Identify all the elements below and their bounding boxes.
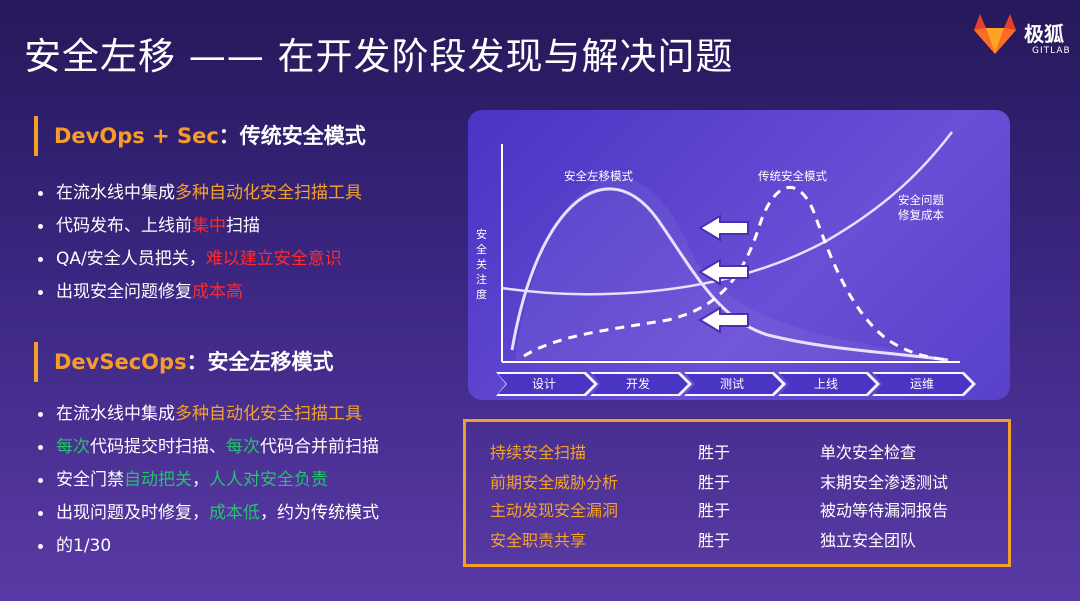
phase-label: 设计 — [532, 377, 556, 391]
cell-relation: 胜于 — [698, 443, 731, 462]
section-heading-orange: DevOps + Sec — [54, 124, 219, 148]
cell-traditional: 独立安全团队 — [820, 531, 917, 550]
phase-chevron-inner — [498, 374, 594, 394]
list-item: 出现问题及时修复，成本低，约为传统模式 — [34, 497, 434, 530]
list-item: 每次代码提交时扫描、每次代码合并前扫描 — [34, 431, 434, 464]
cell-traditional: 单次安全检查 — [820, 443, 917, 462]
section-heading-devops-sec: DevOps + Sec：传统安全模式 — [34, 116, 366, 156]
list-item: 在流水线中集成多种自动化安全扫描工具 — [34, 177, 434, 210]
list-item: QA/安全人员把关，难以建立安全意识 — [34, 243, 434, 276]
list-item: 在流水线中集成多种自动化安全扫描工具 — [34, 398, 434, 431]
svg-text:安: 安 — [476, 227, 487, 241]
cell-preferred: 前期安全威胁分析 — [490, 473, 619, 492]
bullet-list-traditional: 在流水线中集成多种自动化安全扫描工具 代码发布、上线前集中扫描 QA/安全人员把… — [34, 177, 434, 309]
svg-text:关: 关 — [476, 257, 487, 271]
section-heading-white: ：安全左移模式 — [186, 350, 334, 374]
section-heading-orange: DevSecOps — [54, 350, 187, 374]
cell-traditional: 被动等待漏洞报告 — [820, 501, 949, 520]
phase-chevron-inner — [874, 374, 972, 394]
cost-curve — [501, 131, 953, 296]
section-heading-devsecops: DevSecOps：安全左移模式 — [34, 342, 334, 382]
comparison-table: 持续安全扫描 胜于 单次安全检查 前期安全威胁分析 胜于 末期安全渗透测试 主动… — [463, 419, 1011, 567]
cell-preferred: 安全职责共享 — [490, 531, 587, 550]
label-cost-1: 安全问题 — [898, 193, 944, 207]
cell-relation: 胜于 — [698, 531, 731, 550]
cell-preferred: 主动发现安全漏洞 — [490, 501, 619, 520]
traditional-curve — [523, 186, 949, 362]
list-item: 出现安全问题修复成本高 — [34, 276, 434, 309]
page-title: 安全左移 —— 在开发阶段发现与解决问题 — [24, 35, 734, 78]
phase-chevron-inner — [686, 374, 782, 394]
label-traditional: 传统安全模式 — [758, 169, 827, 183]
logo-brand: 极狐 — [1024, 22, 1064, 46]
logo: 极狐 GITLAB — [972, 12, 1072, 60]
svg-text:全: 全 — [476, 242, 487, 256]
cell-relation: 胜于 — [698, 473, 731, 492]
cell-relation: 胜于 — [698, 501, 731, 520]
phase-label: 运维 — [910, 377, 934, 391]
cell-traditional: 末期安全渗透测试 — [820, 473, 949, 492]
cell-preferred: 持续安全扫描 — [490, 443, 587, 462]
phase-label: 上线 — [814, 377, 838, 391]
logo-sub: GITLAB — [1032, 46, 1071, 56]
shift-left-diagram: 安 全 关 注 度 安全左移模式 传统安全模式 安全问题 修复成本 — [468, 110, 1010, 400]
label-shift-left: 安全左移模式 — [564, 169, 633, 183]
section-heading-white: ：传统安全模式 — [218, 124, 366, 148]
table-row: 前期安全威胁分析 胜于 末期安全渗透测试 — [466, 468, 1008, 498]
shift-left-curve — [510, 187, 949, 362]
fox-logo-icon — [974, 14, 1016, 54]
bullet-list-shift-left: 在流水线中集成多种自动化安全扫描工具 每次代码提交时扫描、每次代码合并前扫描 安… — [34, 398, 434, 563]
y-axis-label: 安 全 关 注 度 — [476, 227, 487, 301]
list-item-continuation: 的1/30 — [34, 530, 434, 563]
curve-area-fill — [516, 177, 938, 360]
list-item: 安全门禁自动把关，人人对安全负责 — [34, 464, 434, 497]
table-row: 持续安全扫描 胜于 单次安全检查 — [466, 438, 1008, 468]
table-row: 主动发现安全漏洞 胜于 被动等待漏洞报告 — [466, 496, 1008, 526]
phase-label: 开发 — [626, 376, 650, 391]
arrow-left-icon — [698, 258, 749, 286]
arrow-left-icon — [698, 214, 749, 242]
diagram-svg: 安 全 关 注 度 安全左移模式 传统安全模式 安全问题 修复成本 — [476, 131, 976, 396]
table-row: 安全职责共享 胜于 独立安全团队 — [466, 526, 1008, 556]
svg-text:注: 注 — [476, 272, 487, 286]
phase-label: 测试 — [720, 376, 744, 391]
label-cost-2: 修复成本 — [898, 208, 944, 222]
arrow-left-icon — [698, 306, 749, 334]
shift-left-arrows — [698, 214, 749, 334]
phase-chevrons — [496, 372, 976, 396]
svg-text:度: 度 — [476, 287, 487, 301]
phase-chevron-inner — [592, 374, 688, 394]
list-item: 代码发布、上线前集中扫描 — [34, 210, 434, 243]
phase-chevron-inner — [780, 374, 876, 394]
